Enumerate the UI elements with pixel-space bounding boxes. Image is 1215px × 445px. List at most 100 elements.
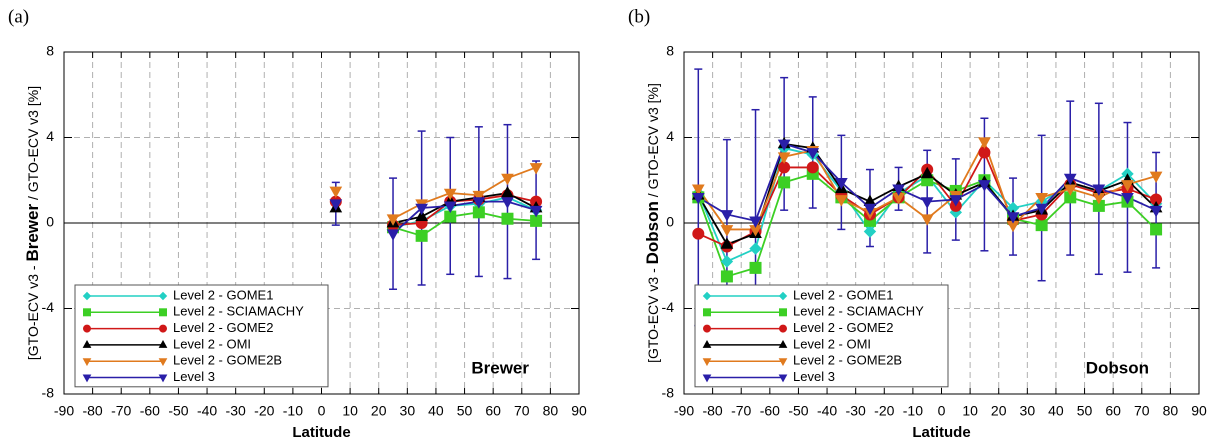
x-tick-label: 90 xyxy=(571,403,587,419)
marker xyxy=(158,374,168,383)
x-tick-label: -70 xyxy=(731,403,751,419)
marker xyxy=(501,185,514,198)
legend-label: Level 2 - GOME2B xyxy=(793,353,902,368)
y-tick-label: 4 xyxy=(46,128,54,144)
annotation: Brewer xyxy=(471,358,529,377)
marker xyxy=(1006,212,1020,224)
x-tick-label: -20 xyxy=(254,403,274,419)
x-tick-label: 80 xyxy=(1163,403,1179,419)
y-axis-label-part: / GTO-ECV v3 [%] xyxy=(25,86,41,204)
marker xyxy=(778,358,788,367)
plot-frame xyxy=(683,51,1200,395)
y-axis-label-part: Dobson xyxy=(643,201,662,264)
x-tick-label: -30 xyxy=(846,403,866,419)
y-axis-label: [GTO-ECV v3 - Brewer / GTO-ECV v3 [%] xyxy=(23,86,42,360)
series-line xyxy=(392,200,537,235)
marker xyxy=(835,195,848,207)
plot-frame xyxy=(63,51,580,395)
x-tick-label: -60 xyxy=(760,403,780,419)
legend-label: Level 2 - SCIAMACHY xyxy=(793,304,924,319)
marker xyxy=(1092,184,1106,196)
marker xyxy=(415,209,428,221)
marker xyxy=(158,291,168,301)
x-tick-label: -40 xyxy=(817,403,837,419)
x-tick-label: -80 xyxy=(82,403,102,419)
legend-box xyxy=(694,284,949,388)
marker xyxy=(692,227,705,240)
marker xyxy=(82,340,92,348)
x-tick-label: 60 xyxy=(1105,403,1121,419)
marker xyxy=(720,210,734,222)
panel-label: (b) xyxy=(628,6,650,27)
legend-label: Level 2 - OMI xyxy=(173,336,251,351)
x-tick-label: -90 xyxy=(54,403,74,419)
x-tick-label: -50 xyxy=(788,403,808,419)
marker xyxy=(920,214,934,226)
y-axis-label-part: [GTO-ECV v3 - xyxy=(25,262,41,361)
x-tick-label: -10 xyxy=(283,403,303,419)
marker xyxy=(691,184,705,196)
x-tick-label: 60 xyxy=(485,403,501,419)
marker xyxy=(1063,173,1077,186)
y-tick-label: -4 xyxy=(42,299,55,315)
marker xyxy=(1035,203,1048,216)
x-tick-label: 30 xyxy=(400,403,416,419)
marker xyxy=(702,291,712,301)
legend-label: Level 2 - GOME2 xyxy=(173,320,273,335)
marker xyxy=(949,195,963,207)
x-tick-label: 70 xyxy=(514,403,530,419)
marker xyxy=(159,324,167,333)
y-tick-label: 4 xyxy=(666,128,674,144)
x-tick-label: 10 xyxy=(342,403,358,419)
marker xyxy=(443,201,457,213)
marker xyxy=(806,161,819,174)
marker xyxy=(329,186,343,199)
marker xyxy=(702,340,712,348)
legend-label: Level 3 xyxy=(173,369,215,384)
legend-label: Level 2 - GOME1 xyxy=(173,287,273,302)
marker xyxy=(82,291,92,301)
marker xyxy=(529,205,543,218)
marker xyxy=(1149,171,1163,184)
x-tick-label: 30 xyxy=(1020,403,1036,419)
panel-label: (a) xyxy=(8,6,29,27)
marker xyxy=(386,229,400,241)
marker xyxy=(777,152,791,164)
annotation: Dobson xyxy=(1086,358,1149,377)
marker xyxy=(501,173,514,186)
marker xyxy=(702,374,712,383)
marker xyxy=(415,229,428,242)
marker xyxy=(702,358,712,367)
x-tick-label: 0 xyxy=(938,403,946,419)
x-tick-label: 0 xyxy=(318,403,326,419)
marker xyxy=(920,166,934,179)
marker xyxy=(778,176,791,189)
marker xyxy=(778,340,788,348)
x-tick-label: 20 xyxy=(991,403,1007,419)
marker xyxy=(329,199,343,211)
marker xyxy=(863,203,877,216)
marker xyxy=(749,216,762,228)
marker xyxy=(703,308,711,317)
marker xyxy=(703,324,711,333)
marker xyxy=(1121,193,1134,205)
x-tick-label: -60 xyxy=(140,403,160,419)
marker xyxy=(749,261,762,274)
marker xyxy=(806,148,820,160)
y-axis-label-part: Brewer xyxy=(23,204,42,262)
y-tick-label: 8 xyxy=(46,43,54,59)
x-tick-label: 20 xyxy=(371,403,387,419)
x-axis-label: Latitude xyxy=(292,424,350,441)
y-tick-label: -4 xyxy=(662,299,675,315)
marker xyxy=(720,225,734,237)
marker xyxy=(978,137,991,149)
x-tick-label: -70 xyxy=(111,403,131,419)
x-tick-label: 90 xyxy=(1191,403,1207,419)
marker xyxy=(1035,193,1048,205)
x-tick-label: 40 xyxy=(1048,403,1064,419)
marker xyxy=(472,197,486,209)
x-tick-label: -50 xyxy=(168,403,188,419)
y-axis-label: [GTO-ECV v3 - Dobson / GTO-ECV v3 [%] xyxy=(643,83,662,363)
legend-label: Level 2 - SCIAMACHY xyxy=(173,304,304,319)
